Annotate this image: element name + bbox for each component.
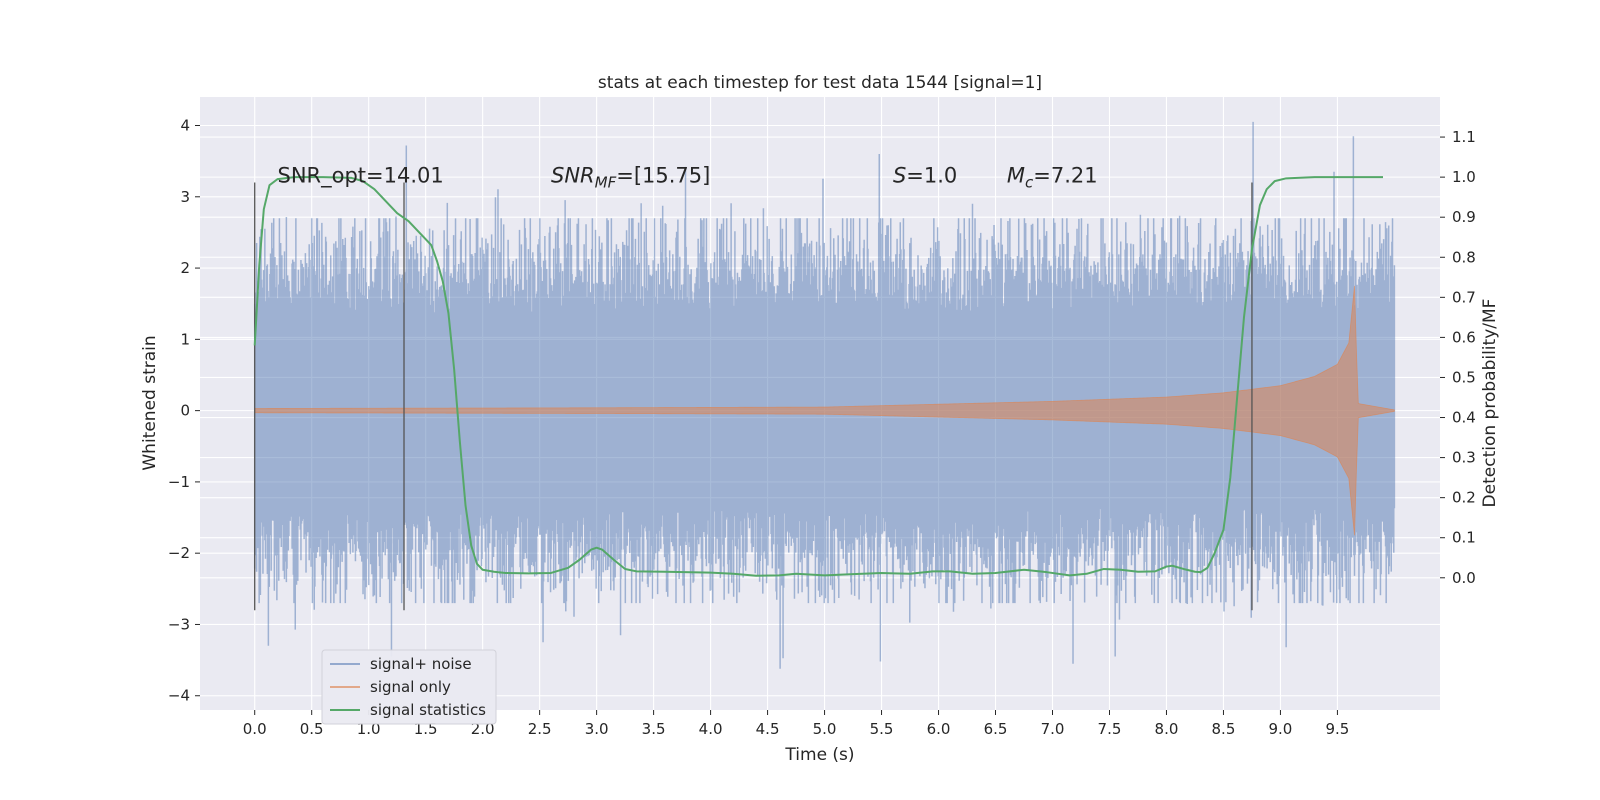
- annotation-part: =1.0: [906, 164, 957, 188]
- x-axis-label: Time (s): [784, 745, 854, 765]
- signal-only-series: [254, 285, 1395, 536]
- y-tick-label: 4: [180, 117, 190, 135]
- y2-tick-label: 0.9: [1452, 208, 1476, 226]
- annotation-part: =[15.75]: [616, 164, 710, 188]
- chart-title: stats at each timestep for test data 154…: [598, 73, 1042, 93]
- y2-tick-label: 0.2: [1452, 489, 1476, 507]
- x-tick-label: 5.5: [870, 720, 894, 738]
- x-tick-label: 2.5: [528, 720, 552, 738]
- annotation-part: SNR: [551, 164, 595, 188]
- y2-tick-label: 0.0: [1452, 569, 1476, 587]
- legend-box: [321, 649, 497, 725]
- x-tick-label: 3.5: [642, 720, 666, 738]
- x-tick-label: 7.5: [1098, 720, 1122, 738]
- y-tick-label: −3: [168, 615, 190, 633]
- y-tick-label: 1: [180, 330, 190, 348]
- y-tick-label: 3: [180, 188, 190, 206]
- y2-tick-label: 0.5: [1452, 368, 1476, 386]
- x-tick-label: 6.0: [927, 720, 951, 738]
- legend-label-stats: signal statistics: [370, 701, 486, 719]
- signal-statistics-line: [253, 176, 1384, 577]
- axis-ticks: 0.0 0.5 1.0 1.5 2.0 2.5 3.0 3.5 4.0 4.5 5.0 5.5 6.0 6…: [168, 117, 1476, 738]
- annotation-snr-opt: SNR_opt=14.01: [278, 164, 444, 189]
- y-axis-label: Whitened strain: [140, 335, 160, 470]
- annotation-s-value: S=1.0: [893, 164, 957, 188]
- x-tick-label: 4.0: [699, 720, 723, 738]
- x-tick-label: 3.0: [585, 720, 609, 738]
- y-tick-label: −4: [168, 687, 190, 705]
- legend-label-noise: signal+ noise: [370, 655, 472, 673]
- annotations: SNR_opt=14.01 SNRMF=[15.75] S=1.0 Mc=7.21: [278, 164, 1098, 192]
- grid-lines: [200, 97, 1440, 710]
- y2-tick-label: 0.4: [1452, 409, 1476, 427]
- x-tick-label: 9.5: [1325, 720, 1349, 738]
- y2-tick-label: 0.6: [1452, 328, 1476, 346]
- legend-label-signal: signal only: [370, 678, 451, 696]
- annotation-mc-value: Mc=7.21: [1007, 164, 1098, 192]
- x-tick-label: 5.0: [813, 720, 837, 738]
- annotation-part: MF: [595, 174, 617, 192]
- x-tick-label: 0.0: [243, 720, 267, 738]
- legend: signal+ noise signal only signal statist…: [321, 649, 497, 725]
- annotation-part: M: [1007, 164, 1025, 188]
- annotation-snr-mf: SNRMF=[15.75]: [551, 164, 710, 192]
- y2-tick-label: 0.8: [1452, 248, 1476, 266]
- y2-tick-label: 0.7: [1452, 288, 1476, 306]
- x-tick-label: 7.0: [1041, 720, 1065, 738]
- y2-tick-label: 0.1: [1452, 529, 1476, 547]
- x-tick-label: 8.0: [1155, 720, 1179, 738]
- x-tick-label: 4.5: [756, 720, 780, 738]
- y2-axis-label: Detection probability/MF: [1480, 299, 1500, 508]
- annotation-part: S: [893, 164, 906, 188]
- y-tick-label: −2: [168, 544, 190, 562]
- signal-statistics-series: [253, 176, 1384, 577]
- y-tick-label: 0: [180, 402, 190, 420]
- signal-only-trace: [254, 285, 1395, 536]
- y2-tick-label: 1.0: [1452, 168, 1476, 186]
- y2-tick-label: 1.1: [1452, 128, 1476, 146]
- annotation-part: c: [1025, 174, 1034, 192]
- annotation-part: =7.21: [1033, 164, 1097, 188]
- annotation-part: SNR_opt=14.01: [278, 164, 444, 189]
- y2-tick-label: 0.3: [1452, 449, 1476, 467]
- x-tick-label: 8.5: [1212, 720, 1236, 738]
- x-tick-label: 0.5: [300, 720, 324, 738]
- x-tick-label: 9.0: [1269, 720, 1293, 738]
- x-tick-label: 6.5: [984, 720, 1008, 738]
- y-tick-label: −1: [168, 473, 190, 491]
- y-tick-label: 2: [180, 259, 190, 277]
